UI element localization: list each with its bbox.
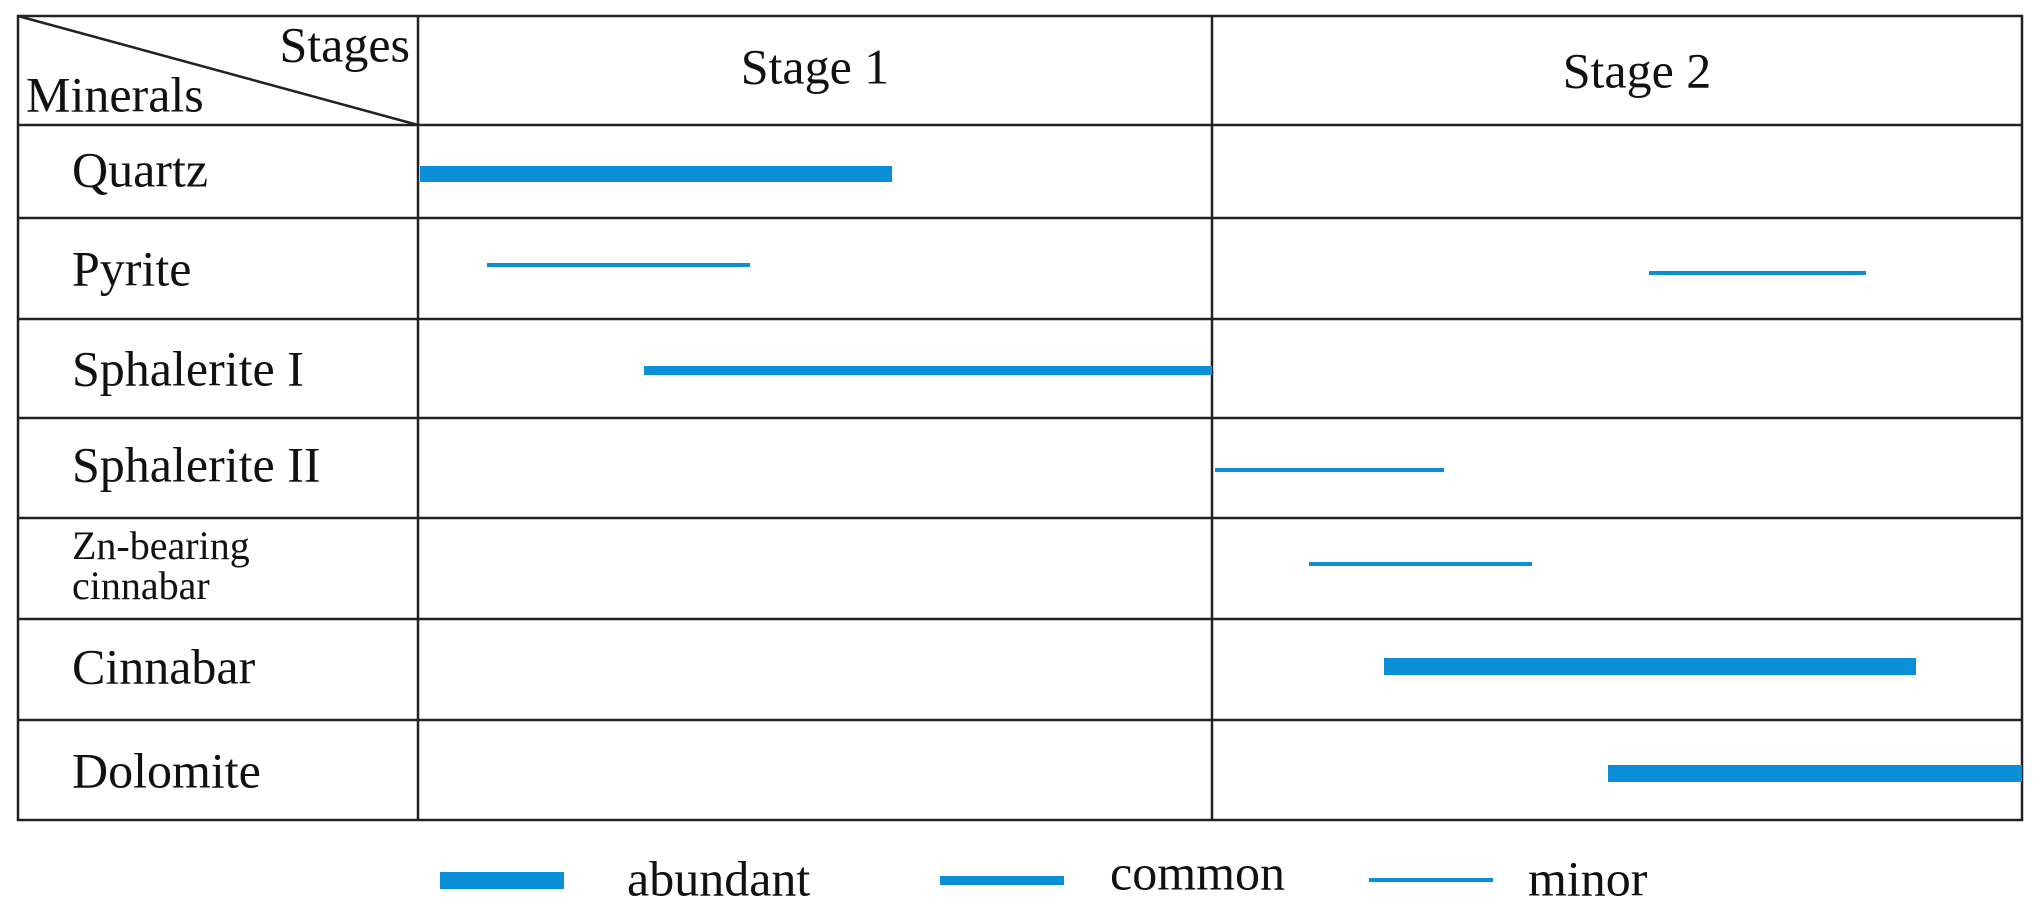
mineral-label: Cinnabar [72,638,256,694]
mineral-label: Sphalerite II [72,436,321,492]
mineral-label: Quartz [72,141,208,197]
abundant-bar [420,166,892,182]
minor-bar [1649,271,1866,275]
mineral-label: cinnabar [72,563,210,608]
abundant-bar [1608,765,2022,782]
stage-header: Stage 1 [741,38,890,94]
common-bar [644,366,1212,375]
mineral-label: Sphalerite I [72,340,304,396]
legend-swatch-common [940,876,1064,885]
legend-label: abundant [627,850,810,906]
corner-stages: Stages [279,16,410,72]
mineral-label: Pyrite [72,240,191,296]
legend-label: minor [1528,850,1648,906]
corner-minerals: Minerals [26,66,204,122]
legend-swatch-minor [1369,878,1493,882]
legend-label: common [1110,844,1285,900]
minor-bar [1215,468,1444,472]
legend-swatch-abundant [440,872,564,889]
minor-bar [1309,562,1532,566]
mineral-label: Zn-bearing [72,523,250,568]
minor-bar [487,263,750,267]
mineral-label: Dolomite [72,742,261,798]
stage-header: Stage 2 [1563,42,1712,98]
corner-diagonal [17,14,419,127]
abundant-bar [1384,658,1916,675]
